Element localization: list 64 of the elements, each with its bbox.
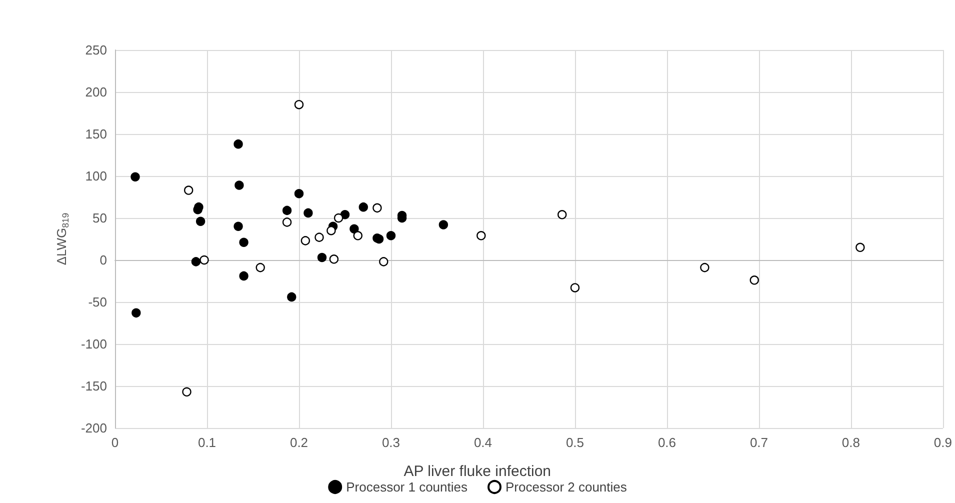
y-tick-label: -100 [80, 336, 107, 352]
legend-label: Processor 1 counties [346, 480, 468, 494]
point [856, 242, 865, 252]
point [182, 387, 192, 396]
y-tick-label: -50 [88, 294, 107, 310]
point [438, 220, 448, 230]
y-tick-label: 50 [92, 210, 107, 226]
point [558, 210, 567, 220]
x-tick-label: 0.4 [474, 435, 492, 450]
y-tick-label: 100 [85, 168, 107, 184]
x-tick-label: 0.1 [198, 435, 216, 450]
point [234, 139, 243, 149]
point [130, 172, 140, 182]
point [282, 218, 292, 227]
x-tick-label: 0.6 [658, 435, 676, 450]
point [184, 186, 194, 195]
y-tick-label: 250 [85, 42, 107, 58]
y-tick-label: 0 [100, 252, 107, 268]
point [196, 216, 206, 226]
x-tick-label: 0.2 [290, 435, 308, 450]
point [476, 231, 486, 240]
point [234, 222, 243, 231]
point [314, 232, 324, 242]
point [340, 210, 350, 220]
x-tick-label: 0.5 [566, 435, 584, 450]
point [294, 189, 304, 198]
x-tick-label: 0.7 [750, 435, 768, 450]
x-axis-title: AP liver fluke infection [404, 463, 552, 480]
point [326, 226, 336, 236]
point [194, 202, 204, 212]
point [317, 252, 327, 262]
point [287, 292, 296, 302]
point [234, 180, 244, 190]
point [294, 100, 304, 110]
point [256, 262, 265, 272]
point [570, 283, 580, 292]
y-tick-label: -150 [80, 378, 107, 394]
point [191, 257, 201, 266]
point [300, 236, 310, 246]
point [200, 255, 209, 265]
point [350, 224, 359, 234]
y-tick-label: 200 [85, 84, 107, 100]
point [358, 202, 368, 212]
point [379, 257, 388, 266]
point [353, 231, 362, 240]
point [329, 254, 339, 264]
point [132, 308, 141, 318]
point [239, 271, 248, 281]
legend-label: Processor 2 counties [506, 480, 628, 494]
point [386, 231, 396, 240]
point [372, 203, 382, 213]
y-tick-label: -200 [80, 420, 107, 436]
point [700, 262, 710, 272]
point [304, 208, 313, 218]
y-axis-title: ΔLWG819 [54, 212, 70, 266]
x-tick-label: 0 [111, 435, 119, 450]
x-tick-label: 0.3 [382, 435, 400, 450]
x-tick-label: 0.8 [842, 435, 860, 450]
point [334, 213, 344, 223]
y-tick-label: 150 [85, 126, 107, 142]
point [750, 276, 759, 285]
point [239, 238, 248, 247]
point [282, 206, 292, 216]
x-tick-label: 0.9 [934, 435, 952, 450]
